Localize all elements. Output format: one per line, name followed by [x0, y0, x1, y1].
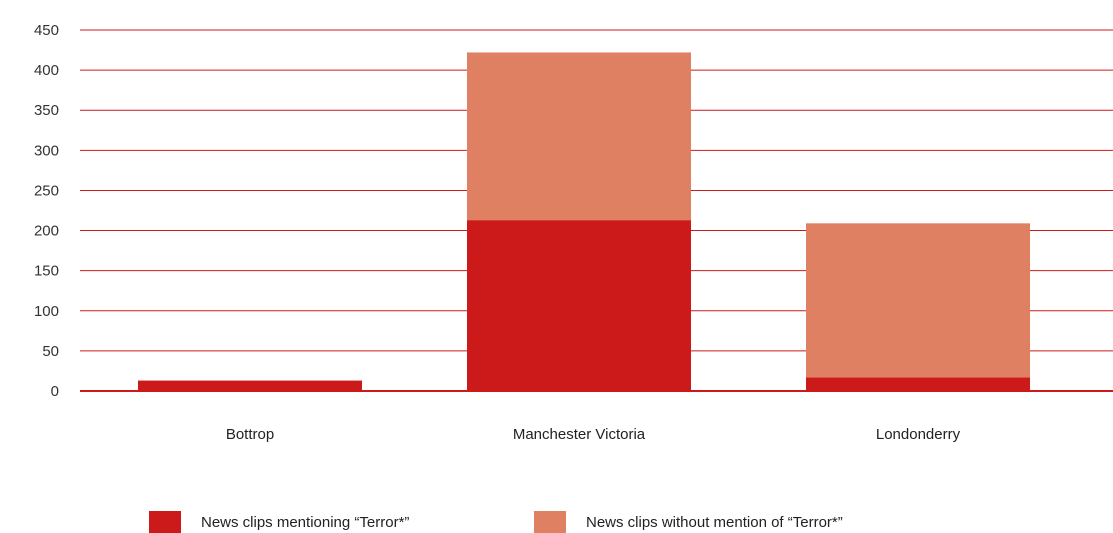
legend-item: News clips mentioning “Terror*” — [149, 511, 409, 533]
y-tick-label: 0 — [51, 383, 59, 400]
bars — [138, 52, 1030, 391]
category-label: Manchester Victoria — [513, 426, 646, 443]
legend: News clips mentioning “Terror*” News clip… — [149, 511, 843, 533]
y-tick-label: 300 — [34, 142, 59, 159]
legend-item: News clips without mention of “Terror*” — [534, 511, 843, 533]
y-axis-ticks: 0 50 100 150 200 250 300 350 400 450 — [34, 22, 59, 400]
legend-swatch — [534, 511, 566, 533]
legend-label: News clips mentioning “Terror*” — [201, 514, 409, 531]
y-tick-label: 350 — [34, 102, 59, 119]
bar-segment-without-2 — [806, 223, 1030, 378]
bar-segment-mentioning-2 — [806, 377, 1030, 391]
y-tick-label: 100 — [34, 303, 59, 320]
y-tick-label: 450 — [34, 22, 59, 39]
category-label: Londonderry — [876, 426, 961, 443]
y-tick-label: 400 — [34, 62, 59, 79]
bar-segment-without-1 — [467, 52, 691, 221]
category-label: Bottrop — [226, 426, 274, 443]
y-tick-label: 150 — [34, 263, 59, 280]
bar-segment-mentioning-1 — [467, 220, 691, 391]
bar-segment-mentioning-0 — [138, 380, 362, 391]
y-tick-label: 250 — [34, 182, 59, 199]
legend-swatch — [149, 511, 181, 533]
y-tick-label: 200 — [34, 223, 59, 240]
x-axis-labels: Bottrop Manchester Victoria Londonderry — [226, 426, 961, 443]
y-tick-label: 50 — [42, 343, 59, 360]
legend-label: News clips without mention of “Terror*” — [586, 514, 843, 531]
